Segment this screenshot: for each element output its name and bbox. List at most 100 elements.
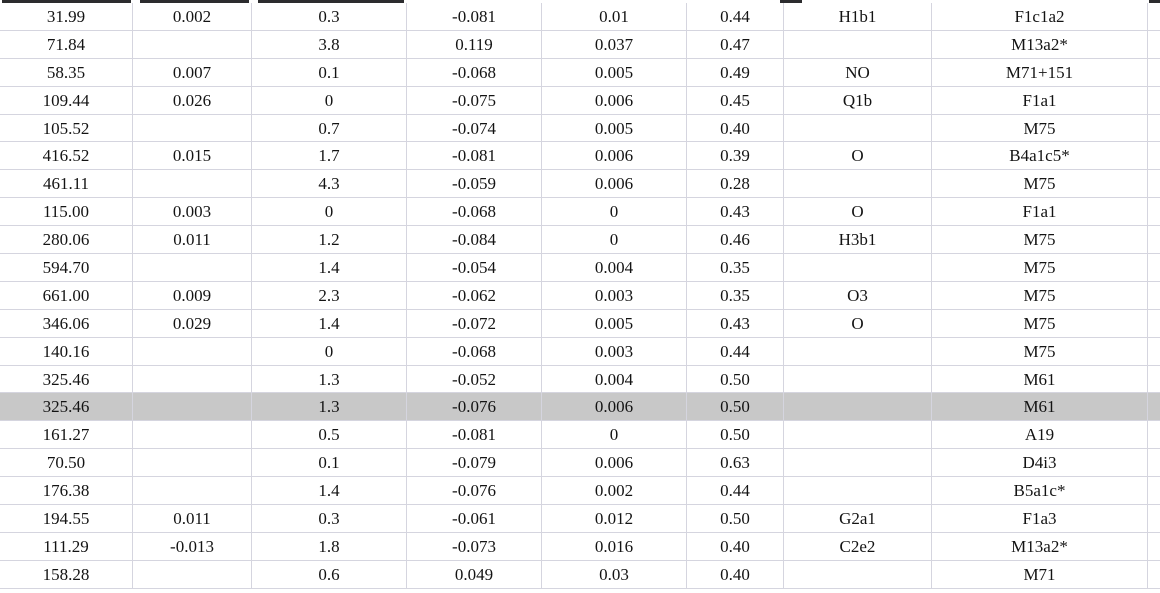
table-cell: B4a1c5*: [932, 142, 1148, 170]
table-cell: 0.50: [687, 393, 784, 421]
table-cell: M71: [932, 560, 1148, 588]
table-row[interactable]: 594.70 1.4 -0.054 0.004 0.35 M75: [0, 254, 1160, 282]
table-cell: -0.052: [407, 365, 542, 393]
table-cell: 0.011: [133, 226, 252, 254]
table-cell: 0.006: [542, 393, 687, 421]
table-cell: 109.44: [0, 86, 133, 114]
table-cell: [1148, 338, 1160, 365]
table-cell: 0.002: [542, 477, 687, 505]
table-cell: [1148, 226, 1160, 253]
table-cell: [1148, 561, 1160, 588]
table-cell: 0.004: [542, 365, 687, 393]
table-cell: 0.006: [542, 449, 687, 477]
table-cell: 0.119: [407, 30, 542, 58]
table-cell: C2e2: [784, 532, 932, 560]
table-cell: 0.015: [133, 142, 252, 170]
table-cell: F1a3: [932, 505, 1148, 532]
table-cell: 111.29: [0, 532, 133, 560]
table-cell: B5a1c*: [932, 477, 1148, 505]
table-cell: 0.43: [687, 309, 784, 337]
table-cell: [1148, 449, 1160, 476]
table-cell: G2a1: [784, 505, 932, 532]
table-cell: 325.46: [0, 365, 133, 393]
table-cell: [133, 393, 252, 421]
table-row[interactable]: 158.28 0.6 0.049 0.03 0.40 M71: [0, 560, 1160, 589]
table-cell: 4.3: [252, 170, 407, 198]
table-cell: 58.35: [0, 58, 133, 86]
table-cell: 416.52: [0, 142, 133, 170]
table-cell: 0.47: [687, 30, 784, 58]
table-cell: -0.061: [407, 505, 542, 532]
table-cell: 0.28: [687, 170, 784, 198]
table-cell: M61: [932, 393, 1148, 421]
table-cell: -0.081: [407, 142, 542, 170]
table-cell: 176.38: [0, 477, 133, 505]
table-cell: 0.03: [542, 560, 687, 588]
table-cell: 0.50: [687, 505, 784, 532]
table-cell: H3b1: [784, 226, 932, 254]
table-row-selected[interactable]: 325.46 1.3 -0.076 0.006 0.50 M61: [0, 393, 1160, 422]
table-row[interactable]: 140.16 0 -0.068 0.003 0.44 M75: [0, 337, 1160, 366]
table-row[interactable]: 461.11 4.3 -0.059 0.006 0.28 M75: [0, 170, 1160, 199]
table-cell: O: [784, 198, 932, 226]
table-row[interactable]: 280.06 0.011 1.2 -0.084 0 0.46 H3b1 M75: [0, 226, 1160, 255]
table-cell: -0.072: [407, 309, 542, 337]
table-cell: [784, 254, 932, 281]
table-row[interactable]: 70.50 0.1 -0.079 0.006 0.63 D4i3: [0, 449, 1160, 478]
table-row[interactable]: 115.00 0.003 0 -0.068 0 0.43 O F1a1: [0, 198, 1160, 227]
table-cell: -0.062: [407, 281, 542, 309]
table-cell: 0: [542, 421, 687, 449]
table-row[interactable]: 416.52 0.015 1.7 -0.081 0.006 0.39 O B4a1c5*: [0, 142, 1160, 171]
table-cell: 346.06: [0, 309, 133, 337]
table-row[interactable]: 111.29 -0.013 1.8 -0.073 0.016 0.40 C2e2 M13a2*: [0, 532, 1160, 561]
table-cell: -0.076: [407, 477, 542, 505]
table-cell: 1.4: [252, 254, 407, 281]
table-row[interactable]: 71.84 3.8 0.119 0.037 0.47 M13a2*: [0, 30, 1160, 59]
table-cell: M75: [932, 170, 1148, 198]
table-cell: 1.3: [252, 393, 407, 421]
table-cell: 1.7: [252, 142, 407, 170]
table-cell: 1.8: [252, 532, 407, 560]
table-cell: [784, 393, 932, 421]
table-cell: -0.073: [407, 532, 542, 560]
table-cell: 0.006: [542, 170, 687, 198]
table-cell: M75: [932, 309, 1148, 337]
table-cell: M75: [932, 114, 1148, 142]
table-row[interactable]: 109.44 0.026 0 -0.075 0.006 0.45 Q1b F1a1: [0, 86, 1160, 115]
table-cell: 1.2: [252, 226, 407, 254]
table-cell: 0.012: [542, 505, 687, 532]
table-cell: 0.50: [687, 421, 784, 449]
table-cell: [133, 560, 252, 588]
table-row[interactable]: 176.38 1.4 -0.076 0.002 0.44 B5a1c*: [0, 477, 1160, 506]
table-cell: 105.52: [0, 114, 133, 142]
table-cell: 0.006: [542, 86, 687, 114]
table-cell: D4i3: [932, 449, 1148, 477]
table-cell: 0.63: [687, 449, 784, 477]
table-cell: O3: [784, 281, 932, 309]
table-cell: 0.037: [542, 30, 687, 58]
table-row[interactable]: 58.35 0.007 0.1 -0.068 0.005 0.49 NO M71+151: [0, 58, 1160, 87]
table-cell: 0.35: [687, 281, 784, 309]
table-cell: -0.076: [407, 393, 542, 421]
table-cell: F1a1: [932, 198, 1148, 226]
table-cell: 0.3: [252, 3, 407, 30]
table-cell: M71+151: [932, 58, 1148, 86]
table-row[interactable]: 661.00 0.009 2.3 -0.062 0.003 0.35 O3 M75: [0, 281, 1160, 310]
table-row[interactable]: 31.99 0.002 0.3 -0.081 0.01 0.44 H1b1 F1c1a2: [0, 3, 1160, 31]
table-row[interactable]: 161.27 0.5 -0.081 0 0.50 A19: [0, 421, 1160, 450]
table-cell: 0.43: [687, 198, 784, 226]
table-row[interactable]: 346.06 0.029 1.4 -0.072 0.005 0.43 O M75: [0, 309, 1160, 338]
table-cell: 0.005: [542, 58, 687, 86]
table-cell: 0.46: [687, 226, 784, 254]
table-cell: [1148, 477, 1160, 504]
table-row[interactable]: 325.46 1.3 -0.052 0.004 0.50 M61: [0, 365, 1160, 394]
table-cell: [784, 30, 932, 58]
table-cell: [1148, 254, 1160, 281]
table-cell: -0.075: [407, 86, 542, 114]
table-row[interactable]: 105.52 0.7 -0.074 0.005 0.40 M75: [0, 114, 1160, 143]
table-cell: 70.50: [0, 449, 133, 477]
table-cell: [784, 421, 932, 449]
table-cell: 0.002: [133, 3, 252, 30]
table-cell: Q1b: [784, 86, 932, 114]
table-row[interactable]: 194.55 0.011 0.3 -0.061 0.012 0.50 G2a1 F1a3: [0, 505, 1160, 533]
